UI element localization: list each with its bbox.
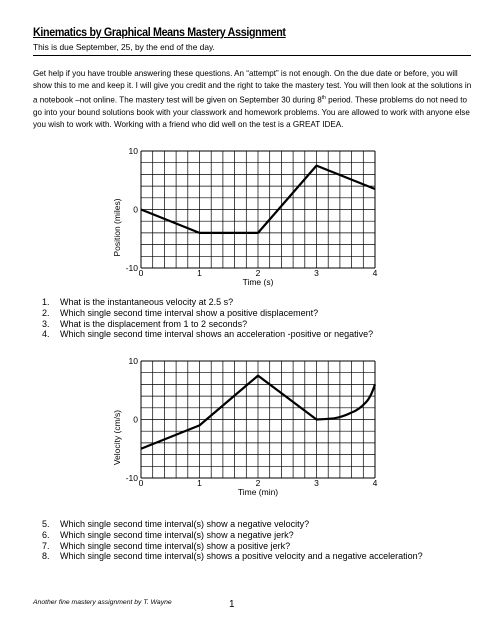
y-tick-label-top: 10 — [129, 356, 139, 366]
x-axis-label: Time (s) — [243, 277, 274, 287]
question-item: 3. What is the displacement from 1 to 2 s… — [42, 319, 462, 330]
question-item: 8. Which single second time interval(s) s… — [42, 551, 462, 562]
question-number: 6. — [42, 529, 50, 540]
question-number: 2. — [42, 307, 50, 318]
x-tick-label: 1 — [197, 478, 202, 488]
question-text: Which single second time interval(s) sho… — [60, 551, 423, 562]
x-tick-label: 1 — [197, 268, 202, 278]
question-list-1: 1. What is the instantaneous velocity at … — [42, 297, 462, 340]
question-text: What is the instantaneous velocity at 2.… — [60, 297, 234, 307]
velocity-time-chart: 10 0 -10 0 1 2 3 4 Time (min) Velocity (… — [112, 356, 378, 497]
question-number: 8. — [42, 551, 50, 562]
question-text: Which single second time interval(s) sho… — [60, 519, 310, 529]
page-number: 1 — [229, 599, 235, 610]
y-tick-label-mid: 0 — [133, 205, 138, 215]
due-date-line: This is due September, 25, by the end of… — [33, 42, 215, 52]
x-axis-label: Time (min) — [238, 487, 278, 497]
x-tick-label: 3 — [314, 478, 319, 488]
question-number: 3. — [42, 318, 50, 329]
question-text: Which single second time interval shows … — [60, 329, 374, 340]
x-tick-label: 0 — [139, 268, 144, 278]
intro-text-part2: period. These problems do not need to go… — [33, 95, 470, 129]
y-axis-label: Velocity (cm/s) — [112, 410, 122, 465]
x-tick-label: 4 — [373, 268, 378, 278]
page-title: Kinematics by Graphical Means Mastery As… — [33, 27, 286, 39]
intro-paragraph: Get help if you have trouble answering t… — [33, 68, 473, 131]
question-item: 1. What is the instantaneous velocity at … — [42, 297, 462, 308]
intro-superscript: th — [321, 95, 326, 101]
question-number: 4. — [42, 329, 50, 340]
divider — [33, 55, 471, 56]
x-tick-label: 2 — [256, 478, 261, 488]
question-item: 5. Which single second time interval(s) s… — [42, 519, 462, 530]
question-text: Which single second time interval show a… — [60, 307, 319, 318]
series-line — [140, 374, 377, 450]
intro-text-part1: Get help if you have trouble answering t… — [33, 69, 472, 105]
question-list-2: 5. Which single second time interval(s) s… — [42, 519, 462, 562]
x-tick-label: 3 — [314, 268, 319, 278]
grid — [140, 360, 376, 479]
footer-credit: Another fine mastery assignment by T. Wa… — [33, 599, 172, 606]
grid — [140, 150, 376, 269]
question-item: 4. Which single second time interval show… — [42, 329, 462, 340]
y-tick-label-bottom: -10 — [126, 473, 139, 483]
position-time-chart: 10 0 -10 0 1 2 3 4 Time (s) Position (mi… — [112, 146, 378, 287]
x-tick-label: 2 — [256, 268, 261, 278]
y-tick-label-top: 10 — [129, 146, 139, 156]
x-tick-label: 4 — [373, 478, 378, 488]
question-item: 6. Which single second time interval(s) s… — [42, 530, 462, 541]
y-axis-label: Position (miles) — [112, 198, 122, 256]
question-number: 5. — [42, 519, 50, 529]
y-tick-label-bottom: -10 — [126, 263, 139, 273]
question-text: What is the displacement from 1 to 2 sec… — [60, 318, 248, 329]
question-text: Which single second time interval(s) sho… — [60, 540, 291, 551]
question-text: Which single second time interval(s) sho… — [60, 529, 294, 540]
x-tick-label: 0 — [139, 478, 144, 488]
question-number: 7. — [42, 540, 50, 551]
series-line — [140, 164, 376, 234]
y-tick-label-mid: 0 — [133, 415, 138, 425]
question-item: 2. Which single second time interval show… — [42, 308, 462, 319]
question-item: 7. Which single second time interval(s) s… — [42, 541, 462, 552]
question-number: 1. — [42, 297, 50, 307]
